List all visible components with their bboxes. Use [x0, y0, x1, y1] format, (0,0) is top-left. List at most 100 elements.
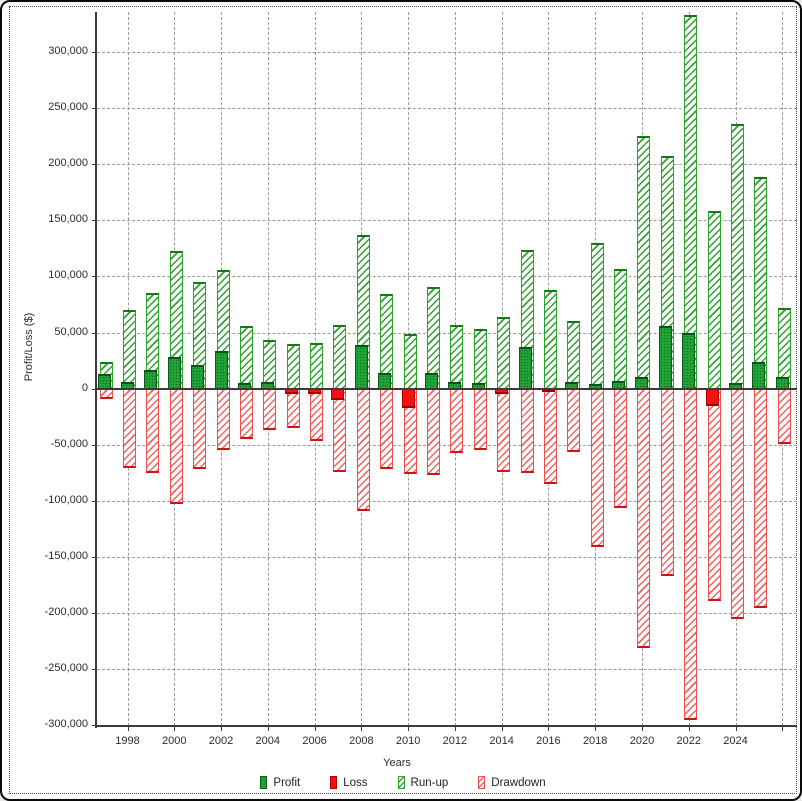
bar-runup-2010	[403, 333, 417, 389]
bar-drawdown-2020	[637, 388, 651, 648]
h-gridline	[97, 669, 797, 671]
h-gridline	[97, 613, 797, 615]
x-tick-label: 1998	[115, 735, 140, 747]
y-tick	[92, 725, 96, 727]
bar-runup-2016	[543, 289, 557, 389]
bar-profit-1997	[97, 374, 111, 389]
y-axis-title: Profit/Loss ($)	[23, 312, 35, 382]
legend-label-runup: Run-up	[410, 776, 449, 789]
legend-item-runup: Run-up	[397, 776, 449, 789]
y-tick	[92, 444, 96, 446]
h-gridline	[97, 51, 797, 53]
bar-drawdown-2021	[660, 388, 674, 577]
x-tick-label: 2002	[208, 735, 234, 747]
y-tick	[92, 388, 96, 390]
bar-profit-2001	[191, 365, 205, 389]
x-tick-label: 2022	[676, 735, 701, 747]
y-tick	[92, 276, 96, 278]
y-tick-label: -150,000	[44, 550, 88, 563]
x-tick	[267, 727, 269, 731]
bar-profit-2015	[518, 347, 532, 389]
bar-runup-2009	[380, 294, 394, 389]
bar-runup-2026	[777, 307, 791, 389]
x-axis-title: Years	[383, 757, 411, 769]
bar-profit-2021	[658, 325, 672, 389]
bar-profit-2000	[167, 357, 181, 389]
bar-drawdown-2018	[590, 388, 604, 547]
y-tick	[92, 51, 96, 53]
bar-profit-2022	[682, 332, 696, 389]
bar-runup-2014	[497, 316, 511, 389]
bar-runup-2023	[707, 211, 721, 389]
y-tick-label: -50,000	[50, 437, 88, 450]
y-tick-label: -250,000	[44, 662, 88, 675]
bar-runup-2017	[567, 321, 581, 389]
bar-profit-2009	[378, 372, 392, 389]
y-tick-label: -100,000	[44, 493, 88, 506]
bar-profit-2011	[425, 372, 438, 389]
x-tick-label: 2024	[723, 735, 748, 747]
x-tick-label: 2010	[395, 735, 421, 747]
chart-plot-area[interactable]	[97, 12, 797, 726]
y-tick	[92, 164, 96, 166]
x-tick	[548, 727, 550, 731]
h-gridline	[97, 276, 797, 278]
x-tick	[174, 727, 176, 731]
bar-loss-2023	[705, 388, 719, 406]
bar-drawdown-2004	[263, 388, 277, 431]
bar-drawdown-2007	[333, 388, 347, 472]
x-tick	[361, 727, 363, 731]
bar-runup-1998	[123, 310, 136, 389]
y-tick-label: 250,000	[48, 101, 88, 114]
legend: Profit Loss Run-up Drawdown	[2, 776, 800, 789]
zero-line	[97, 387, 797, 390]
bar-runup-2020	[637, 136, 651, 389]
legend-item-drawdown: Drawdown	[478, 776, 546, 789]
bar-runup-2003	[239, 325, 253, 389]
x-tick	[314, 727, 316, 731]
y-tick	[92, 613, 96, 615]
legend-label-drawdown: Drawdown	[491, 776, 546, 789]
h-gridline	[97, 444, 797, 446]
drawdown-swatch-icon	[478, 776, 486, 789]
bar-drawdown-2006	[310, 388, 324, 442]
h-gridline	[97, 164, 797, 166]
bar-runup-2004	[263, 340, 277, 389]
bar-drawdown-2002	[216, 388, 230, 451]
bar-drawdown-2012	[450, 388, 464, 453]
bar-runup-2024	[731, 123, 744, 389]
x-tick-label: 2008	[349, 735, 374, 747]
x-tick	[127, 727, 129, 731]
y-tick-label: 100,000	[48, 269, 88, 282]
y-tick-label: 150,000	[48, 213, 88, 226]
x-tick	[782, 727, 784, 731]
h-gridline	[97, 108, 797, 110]
bar-drawdown-1997	[99, 388, 113, 399]
bar-profit-2002	[214, 350, 228, 389]
x-tick-label: 2020	[629, 735, 655, 747]
y-tick	[92, 500, 96, 502]
bar-loss-2007	[331, 388, 345, 400]
x-tick	[641, 727, 643, 731]
x-tick	[688, 727, 690, 731]
y-tick	[92, 669, 96, 671]
h-gridline	[97, 557, 797, 559]
bar-loss-2010	[401, 388, 415, 408]
x-tick	[501, 727, 503, 731]
x-tick	[221, 727, 223, 731]
x-tick-label: 2000	[162, 735, 187, 747]
legend-label-loss: Loss	[343, 776, 368, 789]
bar-runup-2025	[754, 176, 768, 389]
legend-item-loss: Loss	[330, 776, 368, 789]
x-tick-label: 2014	[489, 735, 514, 747]
bar-drawdown-2016	[543, 388, 557, 485]
y-tick	[92, 108, 96, 110]
profit-swatch-icon	[260, 776, 268, 789]
y-tick	[92, 557, 96, 559]
bar-drawdown-2019	[614, 388, 628, 508]
x-tick	[408, 727, 410, 731]
bar-profit-1999	[144, 369, 158, 389]
bar-drawdown-2000	[169, 388, 183, 505]
y-tick-label: 300,000	[48, 44, 88, 57]
